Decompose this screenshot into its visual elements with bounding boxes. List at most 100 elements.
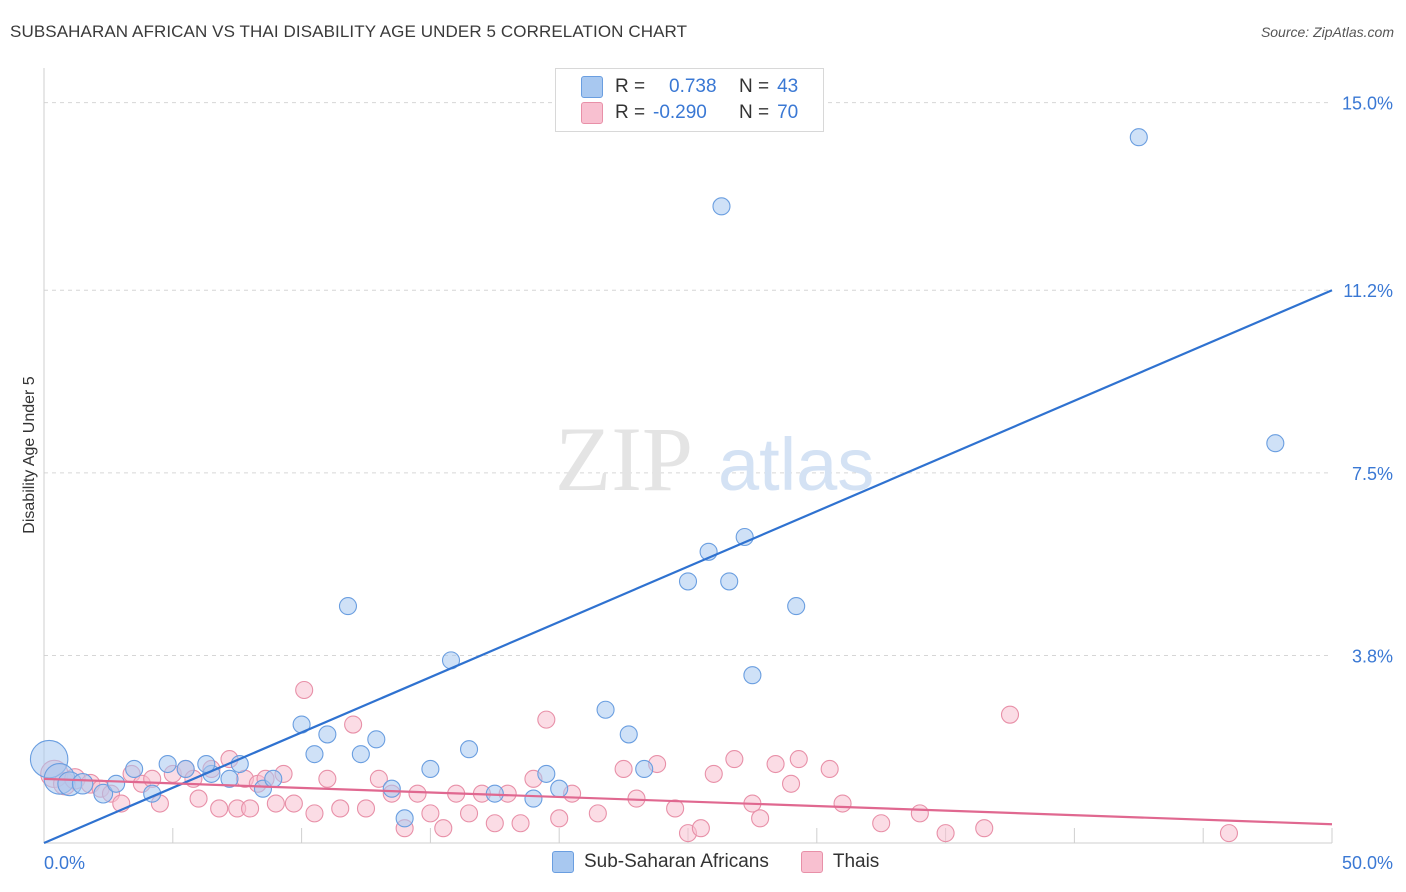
thais-point xyxy=(241,799,260,818)
subsaharan-point xyxy=(720,572,739,591)
subsaharan-point xyxy=(220,769,239,788)
bottom-legend-item-subsaharan: Sub-Saharan Africans xyxy=(552,851,769,873)
thais-point xyxy=(511,814,530,833)
legend-r-value: 0.738 xyxy=(669,76,717,97)
thais-point xyxy=(485,814,504,833)
legend-box: R = 0.738 N = 43 R = -0.290 N = 70 xyxy=(555,68,824,132)
thais-point xyxy=(1000,705,1020,724)
thais-point xyxy=(588,804,607,823)
thais-point xyxy=(691,819,710,838)
subsaharan-point xyxy=(107,774,126,793)
subsaharan-point xyxy=(305,745,324,764)
thais-point xyxy=(459,804,479,823)
subsaharan-point xyxy=(459,740,479,759)
thais-point xyxy=(666,799,685,818)
y-tick-label: 7.5% xyxy=(1352,464,1393,484)
bottom-legend-item-thais: Thais xyxy=(800,851,880,873)
thais-point xyxy=(331,799,350,818)
thais-point xyxy=(789,750,808,769)
subsaharan-point xyxy=(712,197,731,216)
subsaharan-point xyxy=(421,759,440,779)
bottom-legend-label: Thais xyxy=(832,851,880,872)
thais-point xyxy=(408,784,427,803)
chart-source: Source: ZipAtlas.com xyxy=(1260,24,1394,40)
y-tick-label: 3.8% xyxy=(1352,646,1393,666)
thais-point xyxy=(936,824,955,843)
thais-point xyxy=(266,794,285,813)
thais-point xyxy=(910,804,929,823)
thais-point xyxy=(295,680,314,700)
subsaharan-point xyxy=(176,759,195,779)
legend-r-label: R = xyxy=(615,102,646,123)
subsaharan-points xyxy=(29,128,1285,828)
thais-trend-line xyxy=(43,777,1333,826)
bottom-legend-label: Sub-Saharan Africans xyxy=(584,851,769,872)
subsaharan-point xyxy=(125,759,144,779)
thais-point xyxy=(781,774,801,793)
watermark-zip: ZIP xyxy=(555,408,693,510)
x-tick-label: 0.0% xyxy=(44,853,85,873)
thais-point xyxy=(434,819,453,838)
bottom-legend-swatch-pink xyxy=(800,851,823,873)
thais-point xyxy=(975,819,994,838)
watermark-atlas: atlas xyxy=(718,423,874,506)
trend-lines xyxy=(43,289,1333,845)
legend-row-subsaharan: R = 0.738 N = 43 xyxy=(581,75,817,99)
y-tick-label: 11.2% xyxy=(1343,281,1393,301)
subsaharan-point xyxy=(93,783,114,804)
thais-point xyxy=(369,769,388,788)
subsaharan-point xyxy=(338,597,358,616)
thais-point xyxy=(725,750,744,769)
subsaharan-point xyxy=(1129,128,1148,147)
subsaharan-point xyxy=(351,745,370,764)
subsaharan-point xyxy=(524,789,543,808)
subsaharan-point xyxy=(787,597,806,616)
legend-swatch-blue xyxy=(581,76,603,98)
subsaharan-point xyxy=(264,769,283,788)
bottom-legend-swatch-blue xyxy=(552,851,574,873)
subsaharan-trend-line xyxy=(43,289,1333,845)
legend-n-label: N = xyxy=(739,102,770,123)
legend-n-value: 43 xyxy=(777,76,799,97)
subsaharan-point xyxy=(382,779,401,798)
thais-point xyxy=(189,789,208,808)
thais-point xyxy=(550,809,569,828)
subsaharan-point xyxy=(318,725,337,744)
thais-point xyxy=(344,715,363,734)
legend-r-label: R = xyxy=(615,76,646,97)
thais-point xyxy=(1219,824,1239,843)
subsaharan-point xyxy=(550,779,569,798)
thais-point xyxy=(421,804,440,823)
x-tick-label: 50.0% xyxy=(1342,853,1393,873)
subsaharan-point xyxy=(158,754,177,774)
subsaharan-point xyxy=(395,809,414,828)
subsaharan-point xyxy=(743,666,762,685)
subsaharan-point xyxy=(367,730,386,749)
subsaharan-point xyxy=(619,725,638,744)
thais-point xyxy=(704,764,723,783)
legend-r-value: -0.290 xyxy=(653,102,707,123)
subsaharan-point xyxy=(678,572,698,591)
thais-point xyxy=(833,794,852,813)
thais-point xyxy=(305,804,324,823)
legend-n-label: N = xyxy=(739,76,770,97)
thais-point xyxy=(318,769,337,788)
thais-point xyxy=(766,754,785,774)
subsaharan-point xyxy=(1266,434,1285,453)
thais-point xyxy=(614,759,633,779)
legend-row-thais: R = -0.290 N = 70 xyxy=(581,101,817,125)
thais-point xyxy=(356,799,376,818)
legend-swatch-pink xyxy=(581,102,603,124)
subsaharan-point xyxy=(635,759,654,779)
subsaharan-point xyxy=(537,764,556,783)
y-tick-label: 15.0% xyxy=(1342,94,1393,114)
legend-n-value: 70 xyxy=(777,102,799,123)
thais-point xyxy=(820,759,839,779)
thais-point xyxy=(284,794,303,813)
subsaharan-point xyxy=(71,773,94,795)
subsaharan-point xyxy=(596,700,615,719)
chart-title: SUBSAHARAN AFRICAN VS THAI DISABILITY AG… xyxy=(10,22,688,41)
thais-point xyxy=(872,814,891,833)
bottom-legend: Sub-Saharan Africans Thais xyxy=(552,851,911,873)
